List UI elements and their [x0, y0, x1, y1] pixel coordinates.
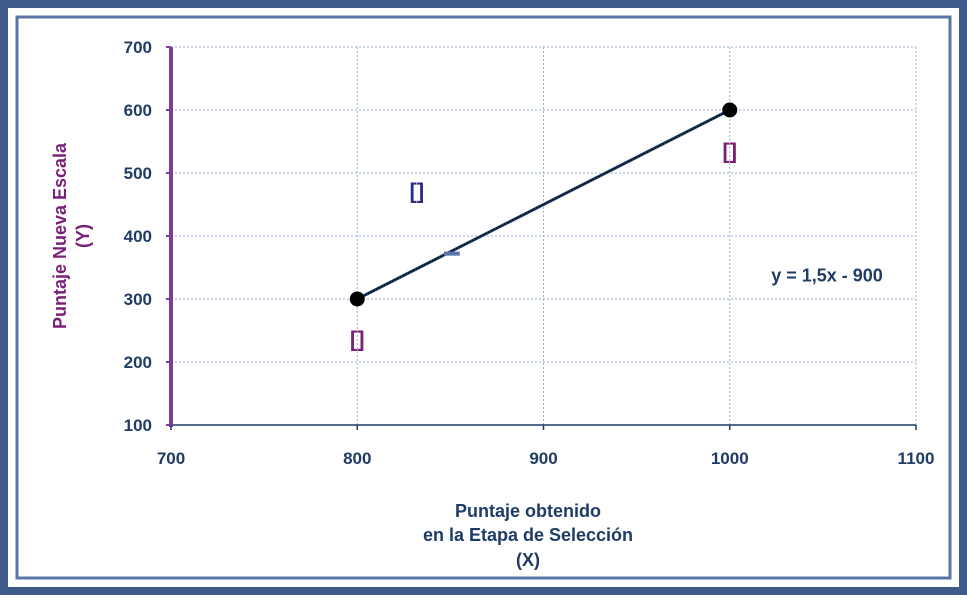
- chart-series: [349, 102, 738, 307]
- y-tick-label-700: 700: [124, 38, 152, 57]
- x-tick-label-800: 800: [343, 449, 371, 468]
- y-tick-label-400: 400: [124, 227, 152, 246]
- y-tick-label-100: 100: [124, 416, 152, 435]
- chart-axes: 700 800 900 1000 1100 100 200 300 400 500 600 700: [124, 38, 935, 468]
- annotation-box-2: []: [410, 179, 425, 204]
- line-midpoint-marker: [443, 251, 460, 256]
- y-tick-label-300: 300: [124, 290, 152, 309]
- y-tick-label-200: 200: [124, 353, 152, 372]
- annotation-box-0: []: [350, 327, 365, 352]
- x-axis-title-line-3: (X): [516, 550, 540, 570]
- y-tick-label-600: 600: [124, 101, 152, 120]
- series-0-line-dots: [356, 109, 731, 300]
- x-tick-label-1100: 1100: [898, 449, 935, 468]
- data-point-1000-600: [722, 102, 738, 118]
- y-axis-title-line-1: Puntaje Nueva Escala: [50, 142, 70, 329]
- y-axis-title-line-2: (Y): [73, 224, 93, 248]
- annotation-box-1: []: [722, 138, 737, 163]
- x-tick-label-700: 700: [157, 449, 185, 468]
- y-tick-label-500: 500: [124, 164, 152, 183]
- x-axis-title-line-2: en la Etapa de Selección: [423, 525, 633, 545]
- equation-label: y = 1,5x - 900: [771, 266, 883, 286]
- inner-border: [15, 15, 952, 580]
- chart-labels: [] [] [] y = 1,5x - 900 Puntaje obtenido en l…: [50, 138, 883, 570]
- x-tick-label-900: 900: [529, 449, 557, 468]
- x-axis-title-line-1: Puntaje obtenido: [455, 501, 601, 521]
- x-tick-label-1000: 1000: [711, 449, 749, 468]
- data-point-800-300: [349, 291, 365, 307]
- chart-grid: [171, 46, 917, 425]
